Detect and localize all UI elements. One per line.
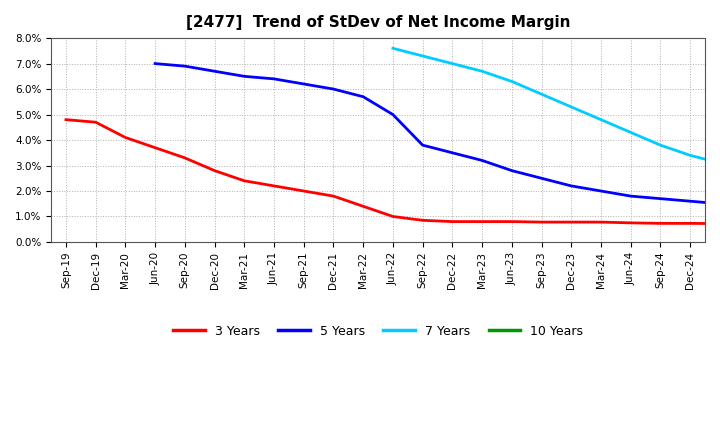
5 Years xyxy=(150,61,159,66)
5 Years xyxy=(508,168,516,173)
7 Years xyxy=(537,92,546,97)
5 Years xyxy=(448,150,456,155)
3 Years xyxy=(448,219,456,224)
3 Years xyxy=(597,220,606,225)
Line: 5 Years: 5 Years xyxy=(155,64,720,216)
3 Years xyxy=(300,188,308,194)
5 Years xyxy=(537,176,546,181)
5 Years xyxy=(270,76,279,81)
5 Years xyxy=(626,194,635,199)
3 Years xyxy=(508,219,516,224)
3 Years xyxy=(91,120,100,125)
7 Years xyxy=(418,53,427,59)
7 Years xyxy=(597,117,606,122)
3 Years xyxy=(478,219,487,224)
7 Years xyxy=(626,130,635,135)
3 Years xyxy=(240,178,248,183)
5 Years xyxy=(210,69,219,74)
5 Years xyxy=(597,188,606,194)
5 Years xyxy=(686,198,695,204)
3 Years xyxy=(716,221,720,226)
3 Years xyxy=(656,221,665,226)
7 Years xyxy=(448,61,456,66)
5 Years xyxy=(716,201,720,206)
3 Years xyxy=(537,220,546,225)
3 Years xyxy=(418,218,427,223)
3 Years xyxy=(270,183,279,189)
5 Years xyxy=(567,183,575,189)
3 Years xyxy=(329,194,338,199)
5 Years xyxy=(181,63,189,69)
Legend: 3 Years, 5 Years, 7 Years, 10 Years: 3 Years, 5 Years, 7 Years, 10 Years xyxy=(168,319,588,343)
7 Years xyxy=(716,160,720,165)
5 Years xyxy=(300,81,308,87)
7 Years xyxy=(508,79,516,84)
3 Years xyxy=(121,135,130,140)
3 Years xyxy=(210,168,219,173)
5 Years xyxy=(389,112,397,117)
Title: [2477]  Trend of StDev of Net Income Margin: [2477] Trend of StDev of Net Income Marg… xyxy=(186,15,570,30)
3 Years xyxy=(150,145,159,150)
3 Years xyxy=(567,220,575,225)
3 Years xyxy=(389,214,397,219)
7 Years xyxy=(567,104,575,110)
Line: 7 Years: 7 Years xyxy=(393,48,720,163)
3 Years xyxy=(686,221,695,226)
3 Years xyxy=(181,155,189,161)
5 Years xyxy=(478,158,487,163)
5 Years xyxy=(329,86,338,92)
7 Years xyxy=(686,153,695,158)
7 Years xyxy=(389,46,397,51)
Line: 3 Years: 3 Years xyxy=(66,120,720,225)
5 Years xyxy=(240,73,248,79)
3 Years xyxy=(359,204,367,209)
5 Years xyxy=(359,94,367,99)
3 Years xyxy=(62,117,71,122)
3 Years xyxy=(626,220,635,225)
7 Years xyxy=(656,143,665,148)
5 Years xyxy=(418,143,427,148)
5 Years xyxy=(656,196,665,201)
7 Years xyxy=(478,69,487,74)
